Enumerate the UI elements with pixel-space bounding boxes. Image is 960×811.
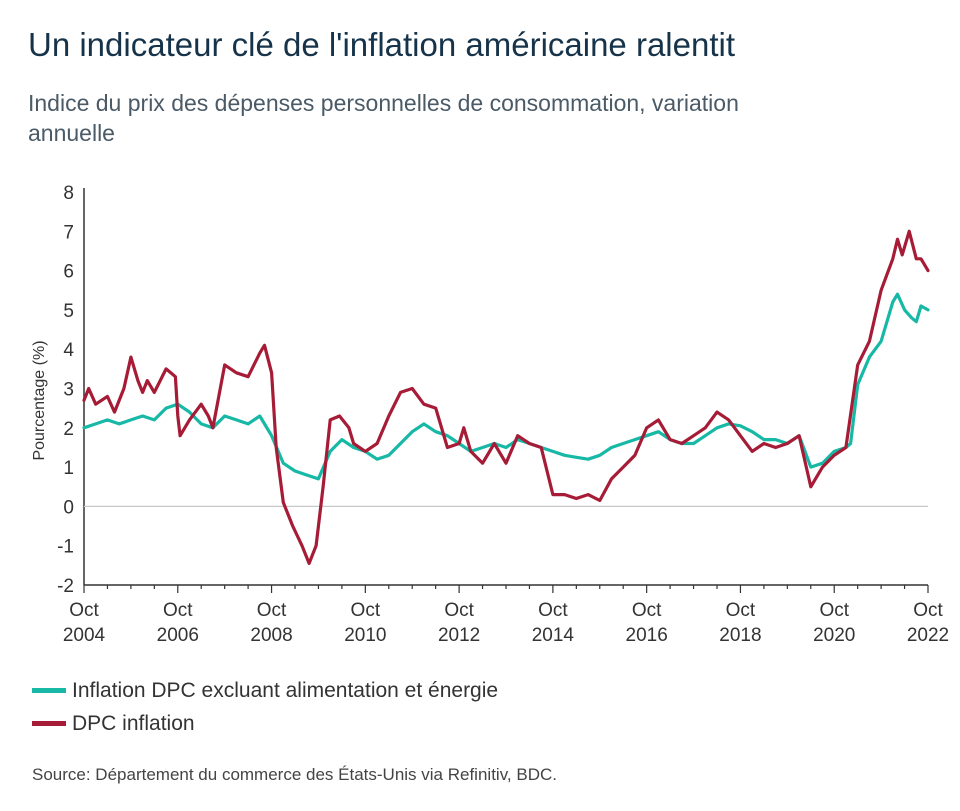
y-tick-label: 2 (63, 419, 74, 440)
y-tick-label: 0 (63, 497, 74, 518)
legend-swatch-headline (32, 721, 66, 726)
x-tick-label-year: 2016 (626, 625, 668, 646)
y-tick-label: 6 (63, 262, 74, 283)
legend-item-headline: DPC inflation (32, 707, 498, 740)
x-tick-label-month: Oct (913, 600, 943, 621)
legend-label-headline: DPC inflation (72, 711, 195, 735)
x-tick-label-year: 2006 (157, 625, 199, 646)
legend-swatch-core (32, 688, 66, 693)
x-tick-label-year: 2022 (907, 625, 949, 646)
chart-subtitle: Indice du prix des dépenses personnelles… (28, 90, 739, 146)
y-tick-label: 3 (63, 380, 74, 401)
y-tick-label: 7 (63, 222, 74, 243)
x-tick-label-year: 2020 (813, 625, 855, 646)
x-tick-label-year: 2004 (63, 625, 106, 646)
x-tick-label-year: 2008 (250, 625, 292, 646)
x-tick-label-year: 2010 (344, 625, 386, 646)
legend: Inflation DPC excluant alimentation et é… (32, 674, 498, 740)
x-tick-label-month: Oct (819, 600, 849, 621)
y-axis: -2 -1 0 1 2 3 4 5 6 7 8 Pourcentage (%) (31, 183, 85, 597)
x-tick-label-year: 2018 (719, 625, 761, 646)
y-tick-label: 1 (63, 458, 74, 479)
x-tick-label-month: Oct (163, 600, 193, 621)
x-tick-label-month: Oct (444, 600, 474, 621)
y-tick-label: 5 (63, 301, 74, 322)
chart-title: Un indicateur clé de l'inflation américa… (28, 26, 736, 63)
x-tick-label-year: 2014 (532, 625, 575, 646)
x-tick-label-year: 2012 (438, 625, 480, 646)
x-tick-label-month: Oct (726, 600, 756, 621)
y-axis-title: Pourcentage (%) (31, 340, 48, 460)
x-tick-label-month: Oct (632, 600, 662, 621)
y-tick-label: 4 (63, 340, 74, 361)
series-layer (82, 229, 930, 565)
legend-label-core: Inflation DPC excluant alimentation et é… (72, 678, 499, 702)
x-tick-label-month: Oct (69, 600, 99, 621)
x-tick-label-month: Oct (351, 600, 381, 621)
y-tick-label: -1 (57, 537, 74, 558)
legend-item-core: Inflation DPC excluant alimentation et é… (32, 674, 498, 707)
line-chart: -2 -1 0 1 2 3 4 5 6 7 8 Pourcentage (%) Oct 2004 Oct 2… (31, 183, 949, 646)
source-note: Source: Département du commerce des État… (32, 765, 557, 784)
y-tick-label: -2 (57, 576, 74, 597)
y-tick-label: 8 (63, 183, 74, 204)
x-tick-label-month: Oct (257, 600, 287, 621)
series-line-headline (82, 229, 930, 565)
x-axis: Oct 2004 Oct 2006 Oct 2008 Oct 2010 Oct 2012 Oct 20… (63, 505, 949, 646)
x-tick-label-month: Oct (538, 600, 568, 621)
